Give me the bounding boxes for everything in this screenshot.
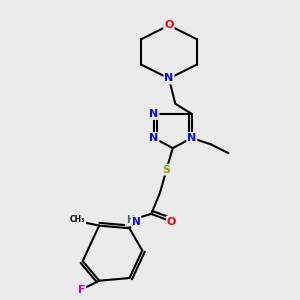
Text: N: N	[187, 133, 196, 143]
Text: H: H	[126, 215, 134, 225]
Text: N: N	[149, 109, 158, 119]
Text: O: O	[167, 217, 176, 226]
Text: F: F	[78, 285, 85, 295]
Text: N: N	[164, 74, 174, 83]
Text: S: S	[163, 165, 170, 175]
Text: N: N	[149, 133, 158, 143]
Text: CH₃: CH₃	[70, 215, 86, 224]
Text: O: O	[164, 20, 174, 30]
Text: N: N	[132, 217, 140, 226]
